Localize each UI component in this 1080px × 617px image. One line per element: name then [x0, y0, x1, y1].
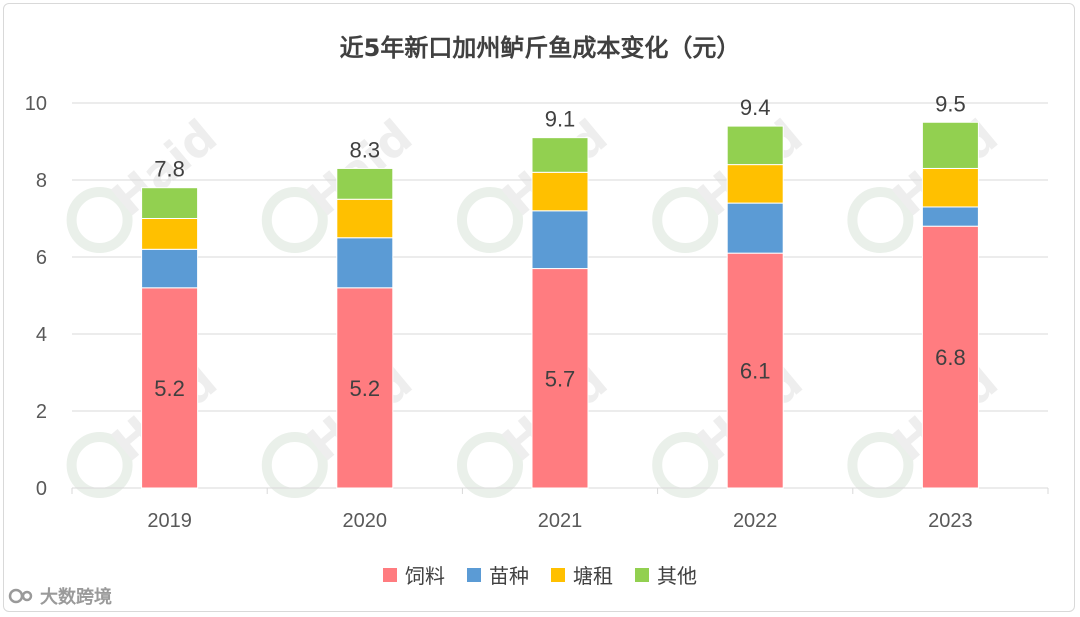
bar-segment	[141, 287, 199, 489]
watermark-logo-icon	[847, 187, 914, 253]
total-label: 9.4	[740, 95, 771, 120]
legend-label-fry: 苗种	[489, 564, 529, 588]
bar-segment	[141, 248, 199, 289]
data-label: 6.1	[740, 359, 771, 384]
bar-segment	[336, 167, 394, 200]
x-tick-label: 2020	[343, 510, 388, 532]
bar-segment	[141, 218, 199, 250]
legend-swatch-fry	[467, 567, 481, 582]
y-tick-label: 6	[36, 247, 47, 269]
watermark-logo-icon	[652, 187, 719, 253]
watermark-logo-icon	[847, 432, 914, 498]
legend-item-fry: 苗种	[467, 560, 529, 589]
chart-title: 近5年新口加州鲈斤鱼成本变化（元）	[339, 34, 741, 62]
watermark-logo-icon	[66, 432, 133, 498]
x-tick-label: 2023	[928, 510, 973, 532]
data-label: 6.8	[935, 345, 966, 370]
data-label: 5.2	[350, 376, 381, 401]
bar-segment	[921, 206, 979, 227]
legend-item-feed: 饲料	[383, 560, 445, 589]
bar-segment	[921, 167, 979, 208]
bar-segment	[726, 125, 784, 166]
watermark-logo-icon	[652, 432, 719, 498]
brand-watermark: 大数跨境	[8, 583, 112, 609]
bar-segment	[726, 164, 784, 204]
y-tick-label: 2	[36, 401, 47, 423]
bar-segment	[921, 121, 979, 169]
y-tick-label: 0	[36, 478, 47, 500]
bar-segment	[141, 187, 199, 219]
bar-segment	[531, 210, 589, 270]
brand-logo-icon	[8, 588, 33, 604]
y-tick-label: 10	[25, 93, 47, 115]
bar-segment	[726, 252, 784, 489]
bar-segment	[336, 198, 394, 239]
watermark-logo-icon	[457, 187, 523, 253]
legend-label-pond-rent: 塘租	[573, 564, 613, 588]
total-label: 8.3	[350, 137, 381, 162]
bar-segment	[336, 237, 394, 289]
chart-legend: 饲料 苗种 塘租 其他	[0, 560, 1080, 589]
bar-segment	[726, 202, 784, 254]
x-tick-label: 2022	[733, 510, 778, 532]
data-label: 5.2	[154, 376, 185, 401]
watermark-logo-icon	[457, 432, 523, 498]
watermark-logo-icon	[261, 187, 328, 253]
watermark-logo-icon	[261, 432, 328, 498]
y-tick-label: 8	[36, 170, 47, 192]
total-label: 7.8	[154, 157, 185, 182]
x-tick-label: 2019	[147, 510, 192, 532]
brand-name: 大数跨境	[40, 587, 112, 608]
bar-segment	[336, 287, 394, 489]
bar-segment	[531, 268, 589, 489]
data-label: 5.7	[545, 366, 576, 391]
legend-item-other: 其他	[635, 560, 697, 589]
legend-swatch-pond-rent	[551, 567, 565, 582]
legend-swatch-feed	[383, 567, 397, 582]
watermark-logo-icon	[66, 187, 133, 253]
legend-label-other: 其他	[657, 564, 697, 588]
legend-swatch-other	[635, 567, 649, 582]
bar-segment	[531, 171, 589, 212]
bar-segment	[921, 225, 979, 489]
legend-label-feed: 饲料	[405, 564, 445, 588]
x-tick-label: 2021	[538, 510, 583, 532]
legend-item-pond-rent: 塘租	[551, 560, 613, 589]
total-label: 9.5	[935, 91, 966, 116]
bar-segment	[531, 137, 589, 173]
total-label: 9.1	[545, 107, 576, 132]
y-tick-label: 4	[36, 324, 47, 346]
